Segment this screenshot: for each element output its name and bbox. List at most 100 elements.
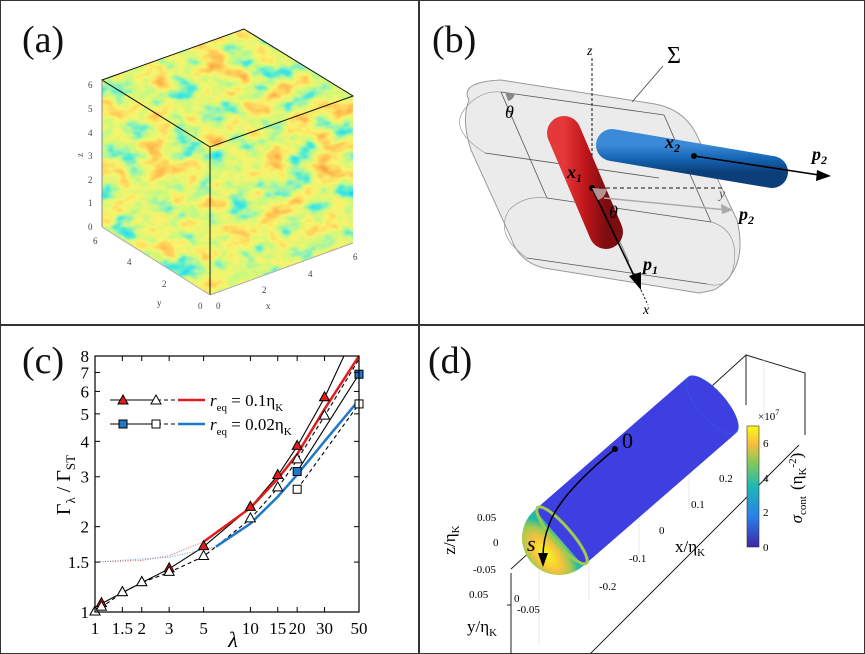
panel-b-label: (b) [432,19,477,61]
filled-triangle-point [271,468,284,480]
x-tick-label: 1 [91,619,100,638]
x-tick-label: 3 [165,619,174,638]
x-tick: 0 [659,525,665,537]
panel-d: (d) [419,325,865,654]
panel-c: (c) 1 1.5 2 3 5 10 15 20 30 50 1 1.5 2 3 4 5 6 7 8 λ Γλ / … [0,325,418,654]
open-triangle-point [135,575,148,587]
legend-filled-square [118,419,128,429]
legend-filled-triangle [117,393,129,405]
vertical-divider [418,0,420,654]
open-triangle-point [244,511,257,523]
y-tick: 0.05 [469,589,489,601]
y-tick-label: 6 [81,382,90,401]
theta-angle-mark [592,188,607,200]
colorbar-label: σcont(ηK-2) [787,453,809,524]
z-tick: -0.05 [473,564,496,576]
x2-label: x2 [664,132,680,155]
y-axis-label: y/ηK [467,617,497,639]
series-line-7 [95,541,204,563]
x-tick-label: 10 [242,619,259,638]
x-tick-label: 30 [316,619,333,638]
z-axis-label: z [75,153,85,157]
legend: req = 0.1ηK req = 0.02ηK [110,391,292,438]
y-axis-label: y [717,187,726,202]
p2-projection-label: p2 [737,204,754,227]
y-tick: 0 [198,301,203,311]
x1-label: x1 [566,162,582,185]
velocity-field [102,29,353,295]
rod-collision-diagram: Σ z y x θ θ x1 [459,43,831,318]
p2-arrowhead [816,170,831,181]
rod-1 [547,116,623,249]
legend-open-triangle [150,393,162,405]
panel-a-label: (a) [22,19,65,61]
plot-frame [94,355,360,613]
horizontal-divider [0,324,865,326]
open-triangle-point [116,585,129,597]
x-tick-label: 20 [289,619,306,638]
series-line-4 [296,403,359,490]
open-triangle-point [95,600,108,611]
x-tick-label: 15 [269,619,286,638]
z-tick: 0 [88,222,93,232]
x-tick: 0 [216,301,221,311]
z-tick: 1 [88,198,93,208]
y-tick: 0 [514,593,520,605]
filled-square-point [292,467,302,477]
series-line-1 [95,356,345,612]
x2-center [691,153,697,159]
z-tick: 2 [88,175,93,185]
p1-label: p1 [641,254,658,277]
x-axis-label: λ [227,627,238,652]
p1-arrow [591,187,638,283]
p1-arrowhead [629,272,641,290]
y-tick-label: 7 [81,363,90,382]
origin-label: 0 [622,428,633,453]
x-tick-label: 50 [351,619,368,638]
x-tick: 4 [308,269,313,279]
sigma-label: Σ [667,43,681,69]
y-tick-label: 5 [81,405,90,424]
sigma-leader-line [631,65,664,103]
x-tick: -0.1 [629,553,646,565]
filled-triangle-point [291,439,304,450]
legend-label: req = 0.02ηK [210,415,292,438]
y-tick-label: 3 [81,468,90,487]
filled-triangle-point [197,539,210,551]
theta-angle-mark [505,92,515,101]
y-tick-label: 1 [81,603,90,622]
series-line-8 [95,546,217,563]
colorbar-tick: 2 [763,507,769,519]
y-tick-label: 4 [81,432,90,451]
panel-d-label: (d) [428,340,473,382]
contact-stress-rod: 0 s 0.05 0 -0.05 z/ηK 0.05 0 -0.05 y/ηK … [440,353,809,654]
y-tick-label: 1.5 [68,553,89,572]
colorbar-tick: 4 [763,473,769,485]
z-tick: 6 [88,80,93,90]
colorbar-tick: 6 [763,438,769,450]
z-axis-label: z/ηK [440,525,462,554]
legend-entry-2: req = 0.02ηK [110,415,292,438]
open-triangle-point [271,480,284,492]
y-tick: 2 [162,279,167,289]
rod-2 [596,129,788,188]
x-tick-label: 1.5 [112,619,133,638]
z-tick: 0 [493,537,499,549]
x-tick: 0.1 [691,499,705,511]
filled-triangle-point [318,390,331,402]
p2-label: p2 [810,144,827,167]
panel-c-label: (c) [22,340,65,382]
y-axis-label: Γλ / ΓST [53,455,78,515]
p2-arrow [693,155,820,176]
panel-b: (b) [419,0,865,324]
colorbar-tick: 0 [763,542,769,554]
arc-length-arrowhead [538,553,548,567]
rod-cap-far [685,375,739,435]
open-triangle-point [291,452,304,464]
arc-length-label: s [527,531,536,556]
legend-open-square [151,419,161,429]
cube-edges [100,28,355,296]
origin-point [612,446,618,452]
